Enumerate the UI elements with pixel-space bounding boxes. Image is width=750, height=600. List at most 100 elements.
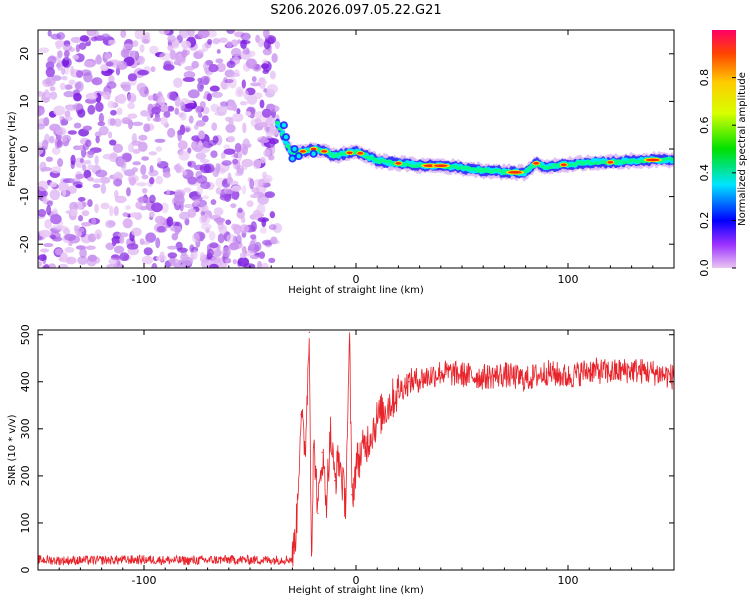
spectrogram-noise-blob <box>235 86 244 94</box>
spectrogram-noise-blob <box>120 30 127 38</box>
spectrogram-noise-blob <box>141 35 151 45</box>
spectrogram-noise-blob <box>254 117 262 124</box>
colorbar-label: Normalized spectral amplitude <box>737 72 748 226</box>
snr-x-tick-label: 100 <box>558 574 579 587</box>
spectrogram-noise-blob <box>182 77 195 83</box>
spectrogram-noise-blob <box>202 140 209 148</box>
spectrogram-noise-blob <box>187 176 198 185</box>
spectrogram-noise-blob <box>54 248 63 256</box>
spectrogram-noise-blob <box>191 195 203 202</box>
spectrogram-noise-blob <box>228 117 234 128</box>
spectrogram-noise-blob <box>174 194 185 206</box>
spectrogram-hot-spot <box>434 164 448 167</box>
spectrogram-noise-blob <box>241 216 246 224</box>
colorbar: 0.0 0.2 0.4 0.6 0.8 Normalized spectral ampl… <box>698 30 748 277</box>
spectrogram-noise-blob <box>261 239 274 246</box>
spectrogram-noise-blob <box>216 62 226 73</box>
snr-data-point <box>313 447 315 449</box>
spectrogram-noise-blob <box>162 64 175 71</box>
spectrogram-noise-blob <box>45 77 56 87</box>
spectrogram-noise-blob <box>251 187 260 194</box>
spectrogram-noise-blob <box>138 195 151 204</box>
spectrogram-noise-blob <box>242 185 247 195</box>
spectrogram-noise-blob <box>104 39 109 45</box>
spectrogram-noise-blob <box>57 263 69 268</box>
spectrogram-noise-blob <box>94 55 103 65</box>
spectrogram-noise-blob <box>263 149 271 158</box>
spectrogram-x-axis-label: Height of straight line (km) <box>288 285 424 296</box>
spectrogram-noise-blob <box>141 188 148 194</box>
spectrogram-noise-blob <box>113 118 122 127</box>
spectrogram-noise-blob <box>81 221 92 227</box>
spectrogram-noise-blob <box>149 194 156 204</box>
spectrogram-noise-blob <box>274 40 280 50</box>
spectrogram-noise-blob <box>84 98 97 104</box>
spectrogram-ridge-cell <box>549 165 555 169</box>
spectrogram-noise-blob <box>143 247 153 256</box>
spectrogram-noise-blob <box>270 236 278 245</box>
spectrogram-noise-blob <box>177 140 188 150</box>
spectrogram-noise-blob <box>64 233 76 241</box>
spectrogram-noise-blob <box>223 144 231 150</box>
spectrogram-noise-blob <box>104 52 112 60</box>
spectrogram-noise-blob <box>62 44 73 52</box>
spectrogram-noise-blob <box>109 118 116 126</box>
spectrogram-noise-blob <box>137 141 148 152</box>
spectrogram-noise-blob <box>172 52 185 63</box>
spectrogram-ridge-cell <box>285 144 291 148</box>
spectrogram-noise-blob <box>241 158 254 168</box>
spectrogram-noise-blob <box>154 138 166 143</box>
spectrogram-noise-blob <box>200 214 208 223</box>
spectrogram-noise-blob <box>138 134 148 141</box>
spectrogram-noise-blob <box>100 183 107 194</box>
spectrogram-noise-blob <box>236 234 242 245</box>
spectrogram-noise-blob <box>199 163 211 174</box>
snr-y-tick-label: 100 <box>19 512 32 533</box>
spectrogram-noise-blob <box>95 101 104 113</box>
colorbar-tick-label: 0.8 <box>698 69 711 87</box>
spectrogram-noise-blob <box>52 208 58 215</box>
spectrogram-noise-blob <box>108 139 117 146</box>
spectrogram-noise-blob <box>38 145 44 156</box>
spectrogram-noise-blob <box>95 135 100 144</box>
spectrogram-noise-blob <box>59 82 66 91</box>
spectrogram-ridge-cell <box>669 157 674 161</box>
snr-data-point <box>270 559 272 561</box>
spectrogram-noise-blob <box>189 244 195 253</box>
spectrogram-noise-blob <box>100 202 110 210</box>
spectrogram-noise-blob <box>106 81 117 89</box>
spectrogram-noise-blob <box>202 195 209 200</box>
spectrogram-noise-blob <box>82 201 87 208</box>
spectrogram-noise-blob <box>173 77 183 88</box>
snr-y-tick-label: 300 <box>19 418 32 439</box>
spectrogram-ridge-cell <box>613 161 619 165</box>
spectrogram-noise-blob <box>207 38 213 45</box>
spectrogram-noise-blob <box>155 237 161 249</box>
spectrogram-noise-blob <box>258 251 266 259</box>
spectrogram-noise-blob <box>232 112 244 122</box>
spectrogram-noise-blob <box>155 146 163 152</box>
spectrogram-noise-blob <box>169 255 176 267</box>
spectrogram-noise-blob <box>201 205 209 212</box>
spectrogram-noise-blob <box>187 89 200 99</box>
spectrogram-noise-blob <box>160 104 169 113</box>
spectrogram-noise-blob <box>130 212 139 218</box>
spectrogram-noise-blob <box>217 233 225 244</box>
spectrogram-noise-blob <box>157 96 166 106</box>
spectrogram-noise-blob <box>208 63 219 73</box>
spectrogram-noise-blob <box>253 241 262 252</box>
spectrogram-noise-blob <box>72 54 80 60</box>
colorbar-tick-label: 0.0 <box>698 259 711 277</box>
spectrogram-noise-blob <box>121 117 131 124</box>
spectrogram-noise-blob <box>230 47 242 57</box>
spectrogram-noise-blob <box>184 218 190 226</box>
spectrogram-noise-blob <box>151 106 161 115</box>
spectrogram-hot-spot <box>300 150 306 153</box>
spectrogram-noise-blob <box>140 240 151 245</box>
spectrogram-noise-blob <box>57 158 64 168</box>
spectrogram-noise-blob <box>214 111 226 116</box>
spectrogram-noise-blob <box>228 242 239 251</box>
spectrogram-noise-blob <box>87 150 96 155</box>
spectrogram-noise-blob <box>148 211 155 218</box>
spectrogram-noise-blob <box>159 251 165 261</box>
